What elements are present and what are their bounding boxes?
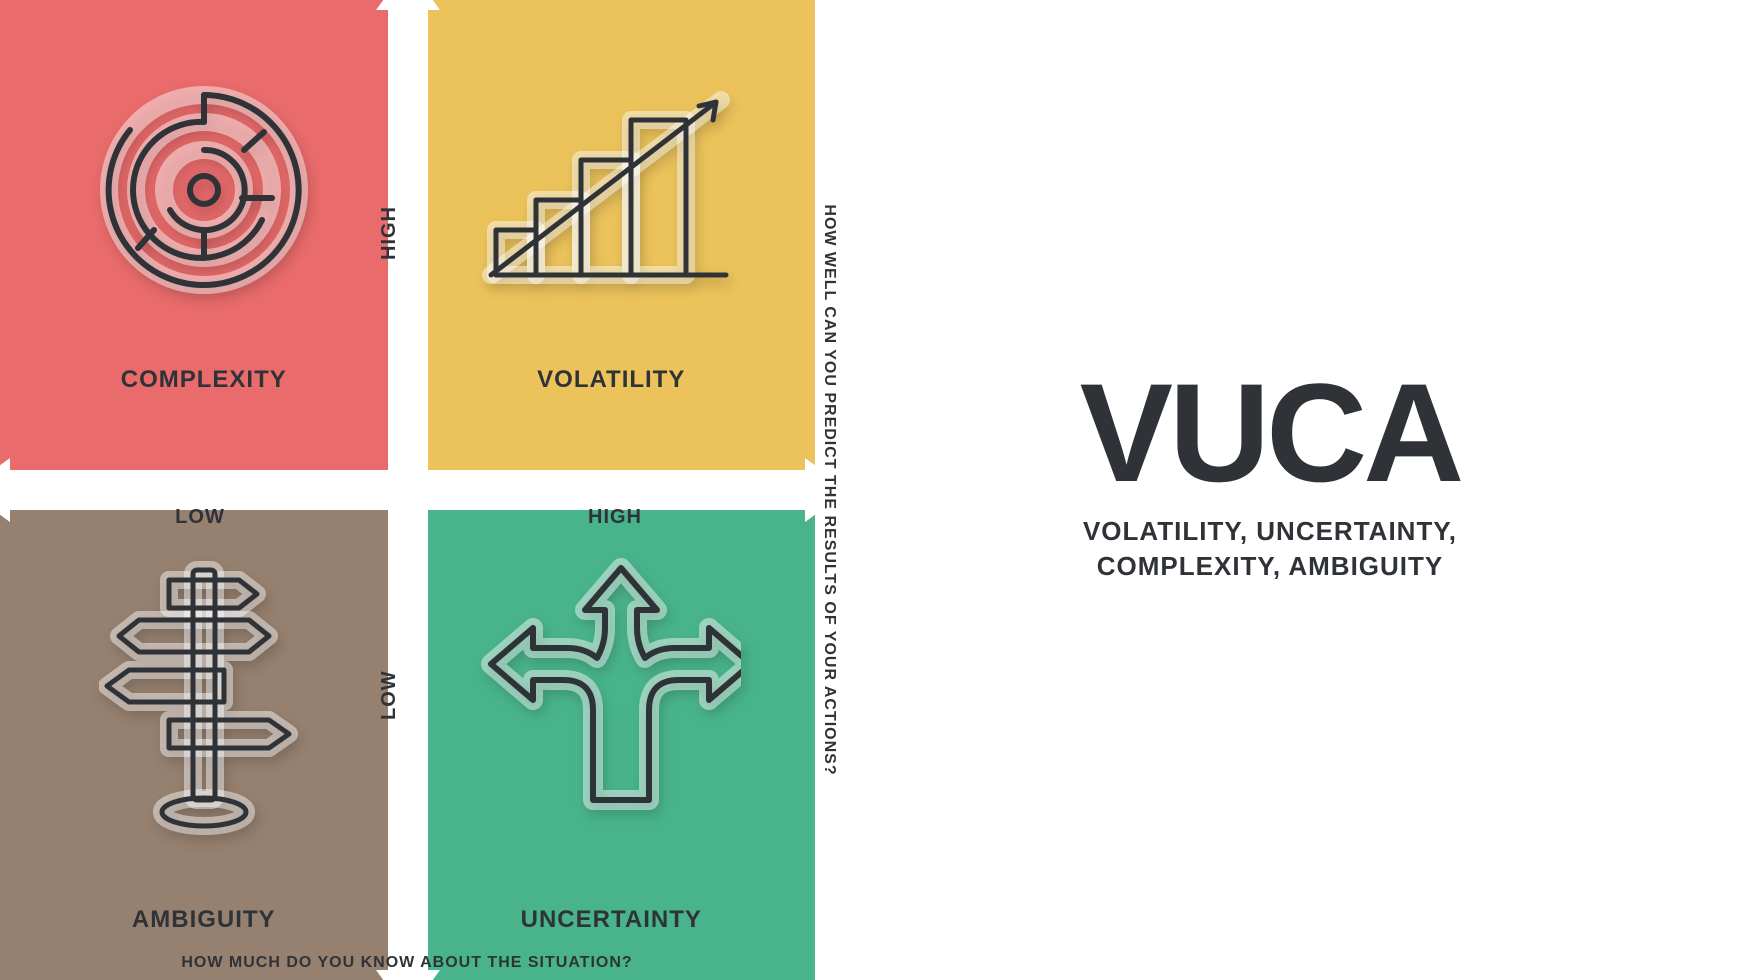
horizontal-axis [0, 470, 825, 510]
axis-h-high-label: HIGH [588, 506, 642, 529]
axis-v-low-label: LOW [378, 670, 401, 720]
axis-h-low-label: LOW [175, 506, 225, 529]
arrowhead-up-icon [376, 0, 440, 10]
quadrant-uncertainty: UNCERTAINTY [408, 490, 816, 980]
quadrant-label: AMBIGUITY [0, 906, 408, 934]
subtitle-line2: COMPLEXITY, AMBIGUITY [1097, 551, 1444, 581]
quadrant-label: VOLATILITY [408, 366, 816, 394]
vuca-matrix: COMPLEXITY [0, 0, 815, 980]
page-subtitle: VOLATILITY, UNCERTAINTY, COMPLEXITY, AMB… [920, 514, 1620, 584]
title-block: VUCA VOLATILITY, UNCERTAINTY, COMPLEXITY… [920, 370, 1620, 584]
quadrant-ambiguity: AMBIGUITY [0, 490, 408, 980]
axis-h-question: HOW MUCH DO YOU KNOW ABOUT THE SITUATION… [181, 954, 632, 972]
quadrant-volatility: VOLATILITY [408, 0, 816, 490]
signpost-icon [99, 550, 309, 840]
axis-v-high-label: HIGH [378, 206, 401, 260]
axis-v-question: HOW WELL CAN YOU PREDICT THE RESULTS OF … [820, 204, 838, 775]
subtitle-line1: VOLATILITY, UNCERTAINTY, [1083, 516, 1457, 546]
crossroad-icon [481, 550, 741, 810]
arrowhead-left-icon [0, 458, 10, 522]
chart-up-icon [481, 80, 741, 290]
maze-icon [94, 80, 314, 300]
quadrant-label: UNCERTAINTY [408, 906, 816, 934]
quadrant-complexity: COMPLEXITY [0, 0, 408, 490]
quadrant-label: COMPLEXITY [0, 366, 408, 394]
vuca-infographic: COMPLEXITY [0, 0, 1742, 980]
page-title: VUCA [920, 370, 1620, 496]
